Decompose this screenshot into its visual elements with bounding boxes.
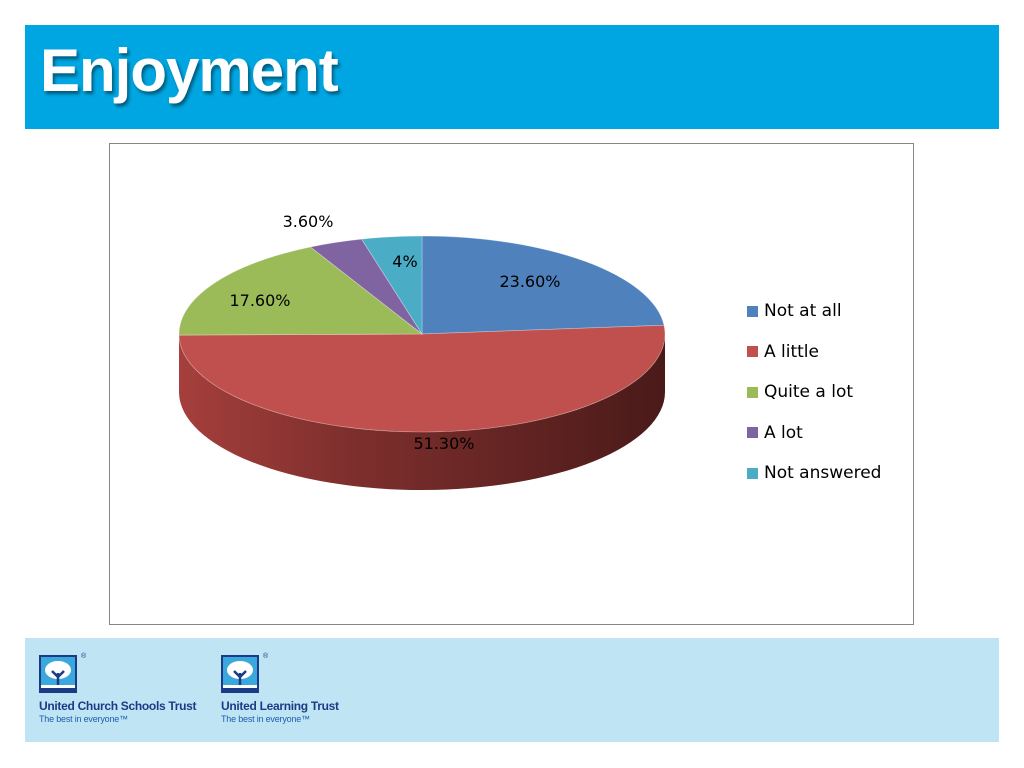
- legend-label: A lot: [764, 422, 803, 443]
- data-label-quite-a-lot: 17.60%: [229, 291, 290, 310]
- pie-slice-side-a-little: [179, 334, 666, 490]
- legend-swatch: [747, 305, 758, 317]
- chart-frame: 23.60% 51.30% 17.60% 3.60% 4% Not at all A li…: [109, 143, 914, 625]
- pie-slice-not-at-all: [421, 235, 665, 335]
- registered-mark: ®: [81, 653, 87, 660]
- logo-tagline: The best in everyone™: [221, 714, 310, 724]
- pie-chart: 23.60% 51.30% 17.60% 3.60% 4%: [178, 212, 666, 490]
- pie-slice-a-lot: [309, 238, 423, 335]
- legend-swatch: [747, 346, 758, 358]
- legend-label: Not answered: [764, 463, 882, 484]
- logo-name: United Church Schools Trust: [39, 699, 197, 713]
- data-label-a-lot: 3.60%: [283, 212, 334, 231]
- legend-label: Not at all: [764, 301, 842, 322]
- legend-label: Quite a lot: [764, 382, 854, 403]
- legend-item-quite-a-lot: Quite a lot: [747, 372, 881, 413]
- legend-item-a-little: A little: [747, 332, 881, 373]
- data-label-a-little: 51.30%: [413, 434, 474, 453]
- pie-slice-quite-a-lot: [178, 246, 424, 336]
- tree-logo-icon: [39, 655, 77, 693]
- title-bar: Enjoyment: [25, 25, 999, 129]
- legend-swatch: [747, 386, 758, 398]
- data-label-not-at-all: 23.60%: [499, 272, 560, 291]
- legend-swatch: [747, 427, 758, 439]
- logo-tagline: The best in everyone™: [39, 714, 128, 724]
- footer-band: ® United Church Schools Trust The best i…: [25, 638, 999, 742]
- data-label-not-answered: 4%: [392, 252, 417, 271]
- legend-item-not-at-all: Not at all: [747, 291, 881, 332]
- slide-title: Enjoyment: [40, 37, 339, 104]
- legend-item-a-lot: A lot: [747, 413, 881, 454]
- registered-mark: ®: [263, 653, 269, 660]
- chart-legend: Not at all A little Quite a lot A lot Not an…: [747, 291, 881, 494]
- legend-swatch: [747, 467, 758, 479]
- legend-label: A little: [764, 341, 819, 362]
- pie-slice-not-answered: [360, 235, 423, 336]
- logo-united-learning-trust: ® United Learning Trust The best in ever…: [221, 653, 339, 724]
- logo-name: United Learning Trust: [221, 699, 339, 713]
- pie-slice-a-little: [178, 324, 666, 433]
- logo-united-church-schools-trust: ® United Church Schools Trust The best i…: [39, 653, 197, 724]
- legend-item-not-answered: Not answered: [747, 453, 881, 494]
- tree-logo-icon: [221, 655, 259, 693]
